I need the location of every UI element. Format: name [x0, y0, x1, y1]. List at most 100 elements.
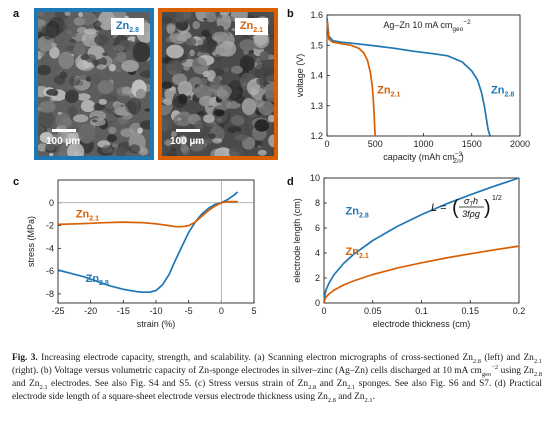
- sem-grain: [69, 39, 77, 43]
- sem-grain: [254, 63, 267, 79]
- caption-text: (left) and Zn: [481, 353, 534, 363]
- caption-text: electrodes. See also Fig. S4 and S5. (c)…: [47, 379, 309, 389]
- sem-grain: [132, 41, 150, 63]
- sem-grain: [231, 28, 236, 32]
- sem-grain: [194, 120, 204, 130]
- sem-grain: [121, 86, 132, 95]
- sem-grain: [38, 64, 51, 76]
- series-label-text: Zn: [491, 85, 505, 97]
- sem-grain: [191, 57, 208, 74]
- formula-exponent: 1/2: [492, 195, 502, 202]
- annotation-text: Ag–Zn 10 mA cm: [383, 20, 452, 30]
- y-tick-label: 1.3: [310, 101, 323, 111]
- plot-frame: [326, 14, 521, 137]
- sem-grain: [216, 47, 225, 54]
- caption-fig-label: Fig. 3.: [12, 353, 38, 363]
- sem-grain: [106, 134, 117, 143]
- formula-sigma-sub: T: [469, 202, 474, 208]
- sem-grain: [108, 126, 117, 134]
- sem-grain: [263, 67, 274, 82]
- sem-grain: [239, 55, 255, 72]
- sem-grain: [85, 54, 97, 63]
- sem-grain: [81, 31, 100, 47]
- sem-grain: [112, 105, 131, 116]
- series-label-sub: 2.8: [359, 212, 369, 219]
- x-axis-label-close: ): [461, 152, 464, 162]
- sem-grain: [217, 85, 232, 98]
- sem-grain: [108, 64, 116, 72]
- sem-grain: [108, 121, 113, 124]
- sem-grain: [178, 116, 188, 123]
- sem-grain: [214, 128, 225, 139]
- y-tick-label: 2: [315, 273, 320, 283]
- sem-grain: [139, 120, 150, 130]
- annotation-ag-zn: Ag–Zn 10 mA cmgeo−2: [383, 19, 471, 33]
- sem-grain: [216, 117, 223, 122]
- panel-label-d: d: [287, 176, 294, 188]
- series-label-text: Zn: [76, 209, 90, 221]
- sem-grain: [213, 109, 225, 117]
- sem-grain: [214, 54, 223, 63]
- sem-grain: [78, 75, 87, 80]
- sem-grain: [211, 31, 230, 43]
- sem-grain: [189, 49, 195, 57]
- y-tick-label: 0: [315, 298, 320, 308]
- sem-grain: [39, 132, 53, 144]
- panel-label-a: a: [13, 8, 20, 20]
- sem-grain: [235, 94, 245, 104]
- sem-grain: [78, 12, 83, 17]
- series-label-text: Zn: [86, 273, 100, 285]
- formula-paren-left: (: [452, 197, 459, 219]
- series-label-sub: 2.1: [89, 216, 99, 223]
- sem-grain: [85, 76, 91, 82]
- sem-grain: [87, 74, 102, 84]
- sem-grain: [228, 146, 243, 156]
- sem-grain: [97, 80, 114, 95]
- caption-sub: 2.1: [533, 357, 542, 365]
- series-label-zn21: Zn2.1: [346, 246, 369, 260]
- sem-grain: [43, 30, 54, 40]
- y-tick-label: 1.5: [310, 40, 323, 50]
- sem-grain: [172, 135, 182, 146]
- sem-grain: [198, 44, 209, 54]
- x-tick-label: 0.15: [461, 306, 479, 316]
- sem-grain: [38, 19, 46, 27]
- y-tick-label: 1.2: [310, 131, 323, 141]
- sem-grain: [180, 107, 186, 112]
- sem-grain: [73, 42, 86, 57]
- x-axis-label-sup: −3: [455, 151, 463, 158]
- sem-grain: [59, 71, 68, 79]
- sem-grain: [179, 135, 188, 145]
- sem-grain: [128, 144, 141, 154]
- formula-h: h: [473, 196, 478, 206]
- sem-grain: [201, 29, 210, 37]
- x-tick-label: -5: [185, 306, 193, 316]
- x-axis-label: strain (%): [137, 319, 176, 329]
- sem-grain: [101, 52, 108, 56]
- sem-grain: [62, 24, 68, 30]
- sem-grain: [185, 37, 197, 46]
- series-label-text: Zn: [346, 205, 360, 217]
- caption-text: Increasing electrode capacity, strength,…: [37, 353, 473, 363]
- sem-grain: [64, 12, 71, 16]
- y-tick-label: 8: [315, 198, 320, 208]
- caption-text: and Zn: [316, 379, 348, 389]
- x-axis-label-text: capacity (mAh cm: [383, 152, 455, 162]
- formula-lhs: L =: [431, 202, 447, 214]
- y-tick-label: 4: [315, 248, 320, 258]
- x-tick-label: 0: [321, 306, 326, 316]
- series-label-sub: 2.1: [359, 253, 369, 260]
- caption-sub: 2.8: [327, 396, 336, 404]
- sem-grain: [89, 117, 106, 127]
- sem-grain: [140, 70, 150, 78]
- sem-grain: [96, 30, 111, 47]
- sem-grain: [67, 142, 85, 156]
- x-tick-label: -25: [51, 306, 64, 316]
- series-label-sub: 2.8: [504, 92, 514, 99]
- x-axis-label: electrode thickness (cm): [373, 319, 471, 329]
- formula-sigma: σ: [464, 196, 470, 206]
- sem-grain: [111, 143, 118, 148]
- sem-grain: [165, 60, 183, 76]
- sem-grain: [38, 35, 55, 52]
